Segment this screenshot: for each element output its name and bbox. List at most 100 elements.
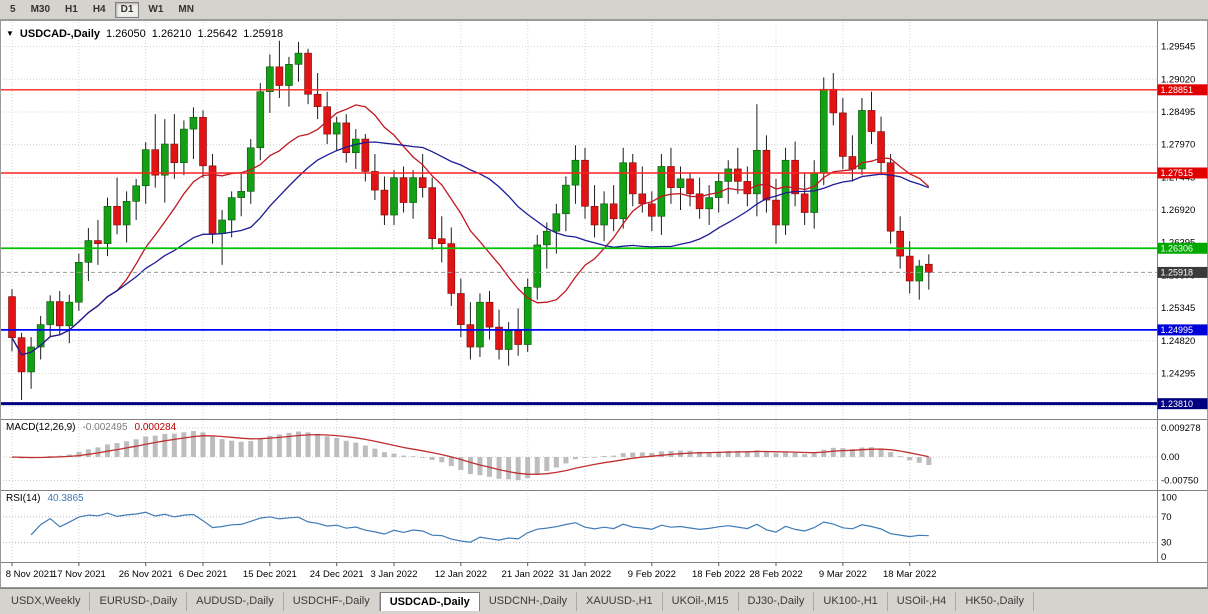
symbol-tab-uk100[interactable]: UK100-,H1: [814, 592, 888, 611]
date-axis-label: 26 Nov 2021: [119, 569, 173, 580]
macd-bar: [744, 451, 750, 457]
candle-bullish: [218, 219, 226, 234]
candle-bullish: [332, 122, 341, 135]
timeframe-button-m30[interactable]: M30: [30, 3, 51, 15]
candle-bearish: [113, 206, 121, 226]
symbol-tab-dj30[interactable]: DJ30-,Daily: [739, 592, 815, 611]
candle-bullish: [915, 265, 924, 282]
macd-bar: [802, 454, 808, 457]
timeframe-button-5[interactable]: 5: [10, 3, 16, 15]
macd-bar: [381, 452, 387, 457]
macd-bar: [572, 457, 578, 460]
macd-bar: [792, 452, 798, 457]
price-badge-1.26306: [1157, 242, 1208, 254]
candle-bullish: [676, 178, 685, 188]
symbol-tab-hk50[interactable]: HK50-,Daily: [956, 592, 1034, 611]
macd-bar: [811, 453, 817, 457]
macd-bar: [181, 432, 187, 457]
macd-bar: [506, 457, 512, 480]
price-badge-1.28851-label: 1.28851: [1161, 85, 1194, 95]
macd-bar: [305, 432, 311, 457]
current-price-badge: [1157, 266, 1208, 278]
timeframe-button-mn[interactable]: MN: [178, 3, 194, 15]
candle-bullish: [266, 66, 274, 93]
grid-layer: [0, 22, 1157, 562]
macd-bar: [849, 449, 855, 457]
timeframe-button-w1[interactable]: W1: [148, 3, 164, 15]
chart-plot-area[interactable]: [0, 20, 1157, 562]
candle-bullish: [409, 177, 417, 203]
candle-bearish: [695, 193, 704, 210]
candle-bullish: [189, 116, 198, 130]
symbol-tab-audusd[interactable]: AUDUSD-,Daily: [187, 592, 284, 611]
symbol-tab-ukoil[interactable]: UKOil-,M15: [663, 592, 739, 611]
macd-bar: [553, 457, 559, 468]
price-scale[interactable]: [1157, 20, 1208, 562]
candle-bearish: [313, 93, 322, 107]
candle-bullish: [600, 203, 608, 226]
candle-bearish: [896, 230, 904, 257]
time-scale[interactable]: [0, 562, 1208, 588]
current-price-badge-label: 1.25918: [1161, 268, 1194, 278]
macd-bar: [267, 435, 273, 457]
date-axis-label: 21 Jan 2022: [502, 569, 554, 580]
candle-bearish: [457, 293, 465, 325]
macd-bar: [238, 441, 244, 457]
candle-bullish: [523, 286, 532, 345]
date-axis-label: 18 Mar 2022: [883, 569, 936, 580]
price-badge-1.27515-label: 1.27515: [1161, 168, 1194, 178]
macd-bar: [687, 450, 693, 457]
price-badge-1.24995-label: 1.24995: [1161, 325, 1194, 335]
candle-bullish: [27, 346, 35, 373]
macd-bar: [372, 448, 378, 457]
candle-bearish: [208, 165, 217, 234]
symbol-tab-eurusd[interactable]: EURUSD-,Daily: [90, 592, 188, 611]
candle-bullish: [819, 88, 828, 173]
symbol-tab-usdx[interactable]: USDX,Weekly: [2, 592, 91, 611]
timeframe-button-d1[interactable]: D1: [114, 1, 140, 18]
macd-bar: [133, 439, 139, 457]
macd-bar: [315, 433, 321, 457]
macd-bar: [735, 450, 741, 457]
symbol-tab-usdcad[interactable]: USDCAD-,Daily: [379, 592, 480, 611]
candle-bullish: [180, 128, 188, 164]
timeframe-button-h4[interactable]: H4: [92, 3, 106, 15]
candle-bearish: [839, 112, 847, 157]
candle-bearish: [667, 166, 675, 188]
candle-bullish: [237, 191, 245, 198]
macd-bar: [773, 453, 779, 457]
date-axis-label: 8 Nov 2021: [6, 569, 55, 580]
timeframe-toolbar: 5 M30 H1 H4 D1 W1 MN: [0, 0, 1208, 20]
macd-bar: [429, 457, 435, 460]
macd-bar: [496, 457, 502, 479]
price-axis-label: 1.28495: [1161, 107, 1195, 118]
macd-bar: [276, 434, 282, 457]
macd-bar: [334, 438, 340, 457]
candle-bullish: [46, 301, 55, 325]
macd-bar: [754, 450, 760, 457]
symbol-tab-usdchf[interactable]: USDCHF-,Daily: [284, 592, 380, 611]
candle-bearish: [686, 178, 694, 195]
candle-bearish: [380, 189, 389, 216]
macd-bar: [515, 457, 521, 481]
macd-bar: [458, 457, 464, 471]
candle-bullish: [103, 206, 112, 244]
candle-bullish: [552, 213, 561, 232]
candle-bearish: [485, 301, 494, 328]
timeframe-button-h1[interactable]: H1: [65, 3, 78, 15]
date-axis-label: 3 Jan 2022: [370, 569, 417, 580]
macd-bar: [630, 452, 636, 457]
macd-bar: [248, 441, 254, 457]
candle-bearish: [151, 149, 160, 176]
macd-bar: [697, 451, 703, 457]
symbol-tab-xauusd[interactable]: XAUUSD-,H1: [577, 592, 663, 611]
price-axis-label: 1.29020: [1161, 74, 1195, 85]
price-axis-label: 1.27970: [1161, 140, 1195, 151]
candle-bearish: [800, 193, 809, 213]
candle-bearish: [905, 255, 914, 282]
chart-canvas[interactable]: 1.295451.290201.284951.279701.274451.269…: [0, 20, 1208, 588]
symbol-tab-usdcnh[interactable]: USDCNH-,Daily: [480, 592, 578, 611]
symbol-tab-usoil[interactable]: USOil-,H4: [888, 592, 957, 611]
macd-bar: [725, 450, 731, 457]
macd-bar: [592, 457, 598, 458]
